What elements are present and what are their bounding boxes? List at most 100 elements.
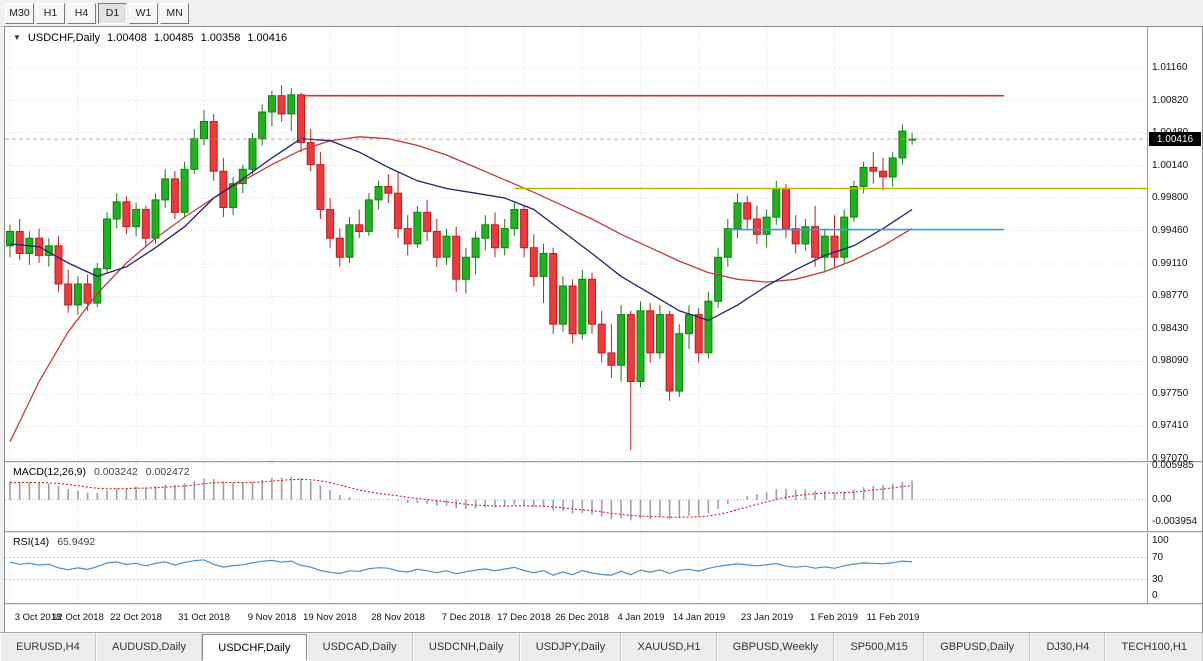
candle-body <box>471 237 480 258</box>
candle-body <box>655 314 664 354</box>
candle-body <box>403 228 412 245</box>
timeframe-button-m30[interactable]: M30 <box>5 2 34 24</box>
date-label: 11 Feb 2019 <box>866 612 920 623</box>
candle-body <box>898 130 907 159</box>
macd-value-main: 0.003242 <box>93 466 138 478</box>
candle-body <box>64 283 73 306</box>
pane-separator <box>5 603 1202 605</box>
rsi-axis: 100 70 30 0 <box>1147 533 1202 603</box>
chart-tab-audusd-daily[interactable]: AUDUSD,Daily <box>95 633 203 661</box>
current-price-tag: 1.00416 <box>1149 132 1201 146</box>
chart-tabbar: EURUSD,H4 AUDUSD,Daily USDCHF,Daily USDCAD,… <box>0 632 1203 661</box>
date-label: 17 Dec 2018 <box>497 612 551 623</box>
timeframe-button-w1[interactable]: W1 <box>129 2 158 24</box>
chart-tab-gbpusd-weekly[interactable]: GBPUSD,Weekly <box>716 633 835 661</box>
candle-body <box>588 278 596 325</box>
price-axis-label: 0.97410 <box>1152 420 1189 431</box>
timeframe-button-mn[interactable]: MN <box>160 2 189 24</box>
candle-body <box>141 209 150 239</box>
candle-body <box>297 94 305 144</box>
date-label: 3 Oct 2018 <box>14 612 62 623</box>
candle-body <box>432 231 441 258</box>
chart-tab-usdcad-daily[interactable]: USDCAD,Daily <box>306 633 413 661</box>
price-axis[interactable]: 1.011601.008201.004801.001400.998000.994… <box>1147 27 1202 464</box>
macd-axis-label: 0.005985 <box>1152 460 1194 471</box>
chart-tab-tech100-h1[interactable]: TECH100,H1 <box>1105 633 1203 661</box>
candle-body <box>723 228 732 258</box>
candle-body <box>830 235 839 258</box>
chart-tab-usdcnh-daily[interactable]: USDCNH,Daily <box>412 633 520 661</box>
rsi-chart[interactable] <box>5 533 1147 603</box>
candle-body <box>103 218 111 270</box>
candle-body <box>345 224 354 258</box>
timeframe-button-h1[interactable]: H1 <box>36 2 65 24</box>
rsi-header: RSI(14) 65.9492 <box>13 536 95 548</box>
chart-tab-xauusd-h1[interactable]: XAUUSD,H1 <box>621 633 717 661</box>
candle-body <box>549 253 558 325</box>
candlestick-chart[interactable] <box>5 27 1147 461</box>
date-label: 28 Nov 2018 <box>371 612 425 623</box>
candle-body <box>491 224 499 249</box>
candle-body <box>520 209 529 249</box>
chart-tab-gbpusd-daily[interactable]: GBPUSD,Daily <box>924 633 1031 661</box>
candle-body <box>840 216 849 258</box>
chart-tab-usdjpy-daily[interactable]: USDJPY,Daily <box>519 633 622 661</box>
candle-body <box>685 314 693 335</box>
candle-body <box>801 226 810 245</box>
candle-body <box>335 237 344 258</box>
chart-symbol-label: USDCHF,Daily <box>27 32 101 44</box>
candle-body <box>267 95 276 113</box>
candle-body <box>83 283 92 304</box>
candle-body <box>859 166 868 187</box>
price-axis-label: 0.97070 <box>1152 453 1189 464</box>
candle-body <box>180 168 189 213</box>
candle-body <box>151 199 160 239</box>
timeframe-button-d1[interactable]: D1 <box>98 2 127 24</box>
date-label: 9 Nov 2018 <box>247 612 297 623</box>
price-axis-label: 0.97750 <box>1152 388 1189 399</box>
date-label: 4 Jan 2019 <box>617 612 665 623</box>
candle-body <box>782 188 790 230</box>
ohlc-high: 1.00485 <box>153 32 194 44</box>
chart-tab-sp500-m15[interactable]: SP500,M15 <box>834 633 925 661</box>
macd-chart[interactable] <box>5 463 1147 531</box>
candle-body <box>287 94 296 115</box>
candle-body <box>384 186 393 194</box>
candle-body <box>820 235 829 258</box>
date-label: 1 Feb 2019 <box>809 612 859 623</box>
price-chart-panel: ▼ USDCHF,Daily 1.00408 1.00485 1.00358 1… <box>5 27 1202 464</box>
date-label: 31 Oct 2018 <box>178 612 230 623</box>
rsi-axis-label: 30 <box>1152 574 1164 585</box>
date-label: 22 Oct 2018 <box>110 612 162 623</box>
candle-body <box>675 333 684 392</box>
candle-body <box>461 256 470 280</box>
candle-body <box>93 268 102 304</box>
chart-tab-dj30-h4[interactable]: DJ30,H4 <box>1030 633 1106 661</box>
macd-panel: MACD(12,26,9) 0.003242 0.002472 0.005985… <box>5 460 1202 531</box>
chart-tab-eurusd-h4[interactable]: EURUSD,H4 <box>0 633 96 661</box>
date-label: 14 Jan 2019 <box>672 612 726 623</box>
chart-tab-usdchf-daily[interactable]: USDCHF,Daily <box>202 634 307 661</box>
candle-body <box>578 278 587 335</box>
chart-window: ▼ USDCHF,Daily 1.00408 1.00485 1.00358 1… <box>4 26 1203 633</box>
macd-axis-label: -0.003954 <box>1152 516 1198 527</box>
timeframe-button-h4[interactable]: H4 <box>67 2 96 24</box>
candle-body <box>500 228 509 249</box>
pane-separator[interactable] <box>5 461 1202 463</box>
candle-body <box>607 352 616 366</box>
rsi-label: RSI(14) <box>13 536 50 548</box>
candle-body <box>306 142 315 166</box>
timeframe-toolbar: M30 H1 H4 D1 W1 MN <box>0 0 1203 27</box>
rsi-value: 65.9492 <box>57 536 96 548</box>
candle-body <box>908 138 917 141</box>
date-axis[interactable]: 3 Oct 2018 12 Oct 2018 22 Oct 2018 31 Oct 2… <box>5 605 1202 633</box>
candle-body <box>442 235 451 258</box>
candle-body <box>209 121 218 172</box>
candle-body <box>762 216 771 235</box>
candle-body <box>888 157 897 178</box>
candle-body <box>568 285 577 335</box>
date-label: 7 Dec 2018 <box>441 612 491 623</box>
candle-body <box>200 121 208 140</box>
pane-separator[interactable] <box>5 531 1202 533</box>
